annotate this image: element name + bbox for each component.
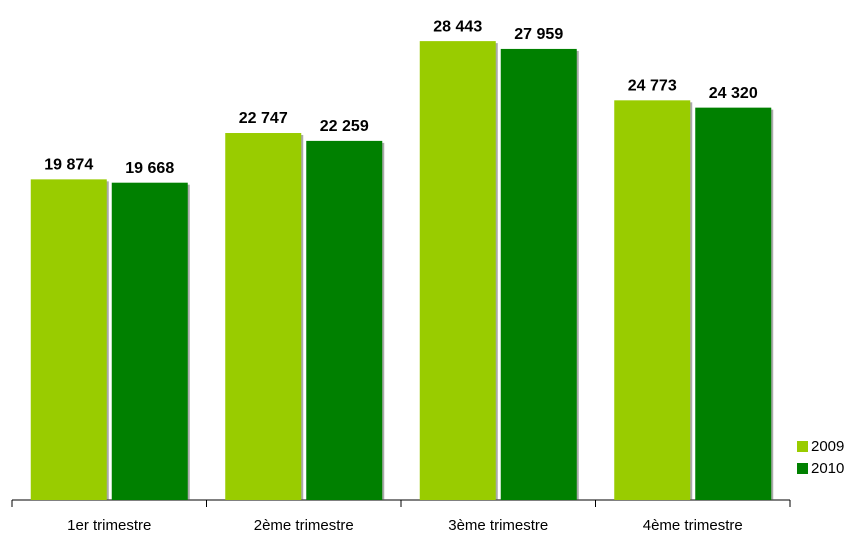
legend-label: 2010: [811, 460, 844, 477]
bar: [30, 179, 107, 500]
data-label: 28 443: [433, 18, 482, 35]
data-label: 22 747: [239, 110, 288, 127]
data-label: 19 668: [125, 160, 174, 177]
bar: [695, 107, 772, 501]
bar: [419, 41, 496, 500]
bar: [225, 133, 302, 500]
x-tick-label: 4ème trimestre: [643, 517, 743, 534]
bar: [111, 182, 188, 500]
bar: [306, 140, 383, 501]
legend-swatch: [797, 441, 808, 452]
data-label: 27 959: [514, 26, 563, 43]
x-tick-label: 3ème trimestre: [448, 517, 548, 534]
data-label: 19 874: [44, 157, 93, 174]
legend-swatch: [797, 463, 808, 474]
bar: [500, 48, 577, 501]
bar: [614, 100, 691, 501]
data-label: 22 259: [320, 118, 369, 135]
data-label: 24 320: [709, 85, 758, 102]
data-label: 24 773: [628, 78, 677, 95]
x-tick-label: 2ème trimestre: [254, 517, 354, 534]
legend-label: 2009: [811, 438, 844, 455]
x-tick-label: 1er trimestre: [67, 517, 151, 534]
